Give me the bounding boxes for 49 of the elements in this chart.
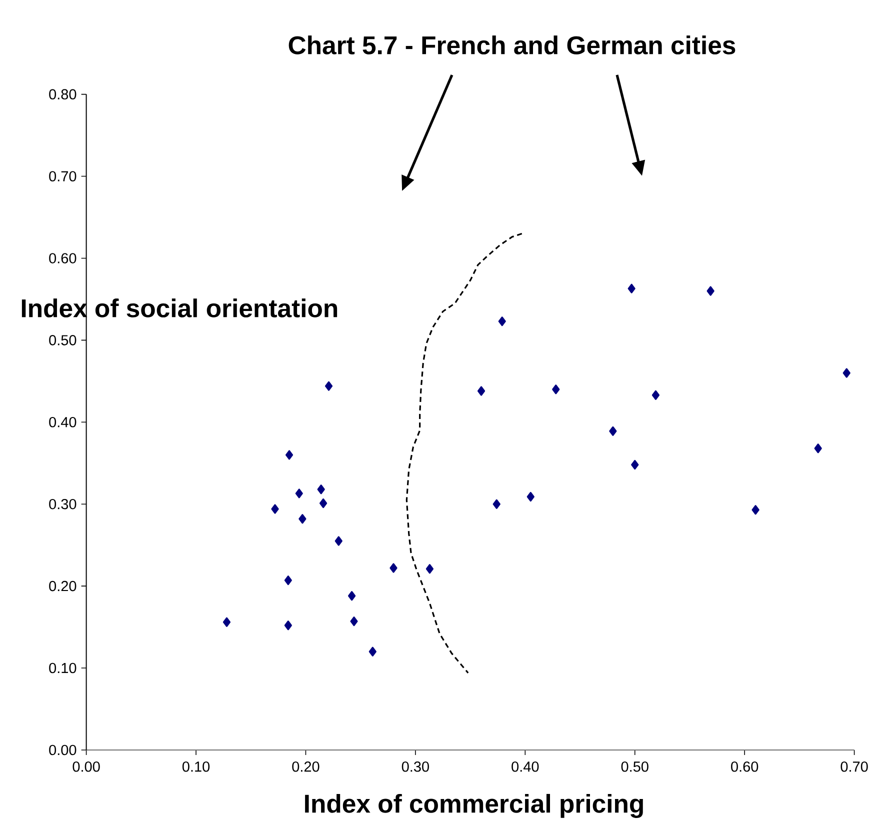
point: [631, 460, 639, 470]
point: [298, 514, 306, 524]
y-tick-label: 0.70: [49, 171, 76, 182]
point: [317, 484, 325, 494]
point: [652, 390, 660, 400]
point: [426, 564, 434, 574]
point: [295, 488, 303, 498]
y-tick-label: 0.40: [49, 417, 76, 428]
point: [271, 504, 279, 514]
point: [334, 536, 342, 546]
y-tick-label: 0.60: [49, 253, 76, 264]
point: [319, 498, 328, 508]
x-tick-label: 0.50: [621, 762, 648, 772]
point: [706, 286, 714, 296]
point: [752, 505, 760, 515]
y-tick-label: 0.00: [49, 744, 76, 756]
x-tick-label: 0.70: [840, 762, 868, 772]
x-tick-label: 0.20: [292, 762, 320, 772]
point: [492, 499, 500, 509]
point: [284, 620, 292, 630]
point: [285, 450, 294, 460]
y-tick-label: 0.10: [49, 662, 76, 674]
point: [477, 386, 486, 396]
point: [814, 444, 822, 454]
line-series: [406, 232, 523, 674]
point: [222, 617, 231, 627]
point: [390, 563, 398, 573]
point: [368, 646, 376, 656]
x-tick-label: 0.40: [512, 762, 539, 772]
x-tick-label: 0.10: [182, 762, 210, 772]
chart-title: Chart 5.7 - French and German cities: [288, 36, 736, 54]
x-tick-label: 0.60: [731, 762, 758, 772]
point: [498, 316, 506, 326]
point: [526, 492, 534, 502]
point: [552, 384, 560, 394]
point: [842, 368, 850, 378]
x-axis-title: Index of commercial pricing: [305, 794, 643, 818]
y-tick-label: 0.30: [49, 498, 76, 510]
x-tick-label: 0.30: [402, 762, 429, 772]
y-tick-label: 0.50: [49, 335, 76, 346]
y-tick-label: 0.20: [49, 580, 76, 592]
point: [628, 284, 636, 294]
point: [348, 591, 356, 601]
point: [350, 616, 358, 626]
y-tick-label: 0.80: [49, 89, 76, 100]
point: [609, 426, 617, 436]
x-tick-label: 0.00: [72, 762, 100, 772]
point: [284, 576, 292, 586]
point: [324, 381, 333, 391]
